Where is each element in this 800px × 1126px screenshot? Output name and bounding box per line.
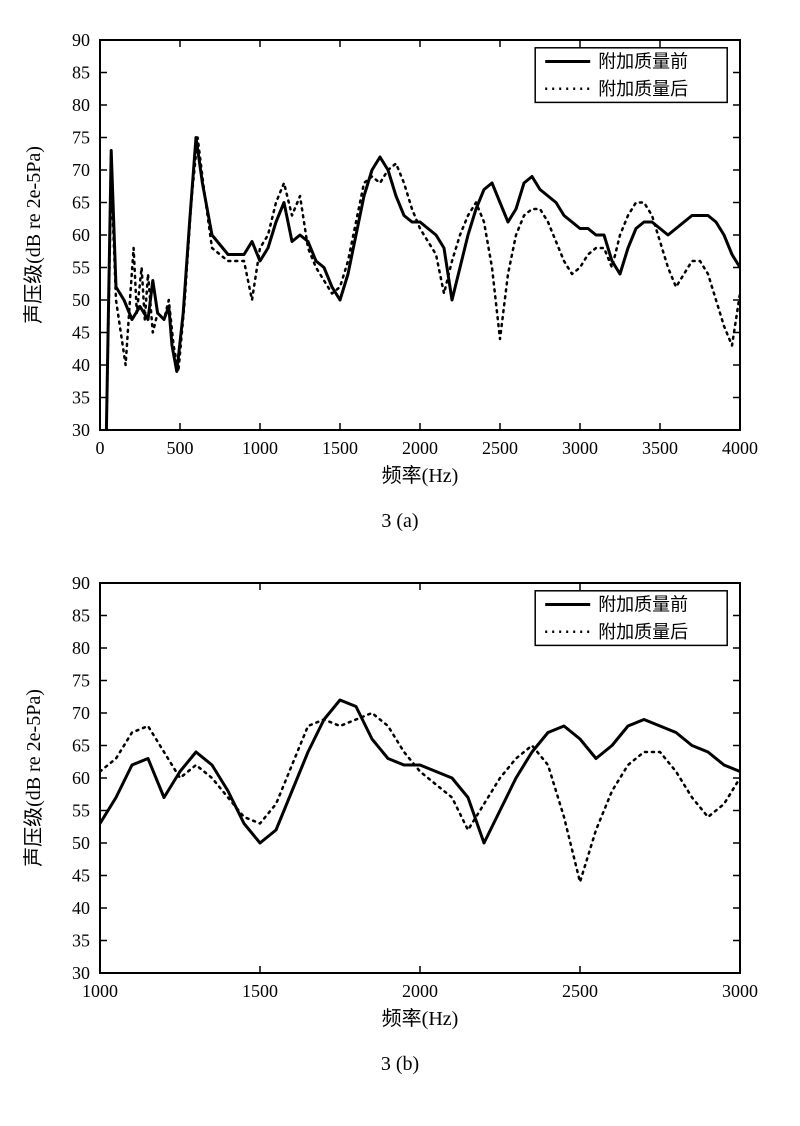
svg-text:85: 85 [72,606,90,626]
svg-text:4000: 4000 [722,438,758,458]
svg-text:70: 70 [72,703,90,723]
svg-text:45: 45 [72,323,90,343]
svg-text:65: 65 [72,736,90,756]
svg-text:附加质量前: 附加质量前 [598,594,688,614]
svg-text:70: 70 [72,160,90,180]
svg-text:40: 40 [72,898,90,918]
svg-text:0: 0 [96,438,105,458]
svg-text:30: 30 [72,963,90,983]
svg-text:55: 55 [72,801,90,821]
svg-text:75: 75 [72,128,90,148]
svg-text:附加质量后: 附加质量后 [598,622,688,642]
svg-text:频率(Hz): 频率(Hz) [382,464,459,487]
svg-text:3000: 3000 [722,981,758,1001]
svg-text:30: 30 [72,420,90,440]
svg-text:3000: 3000 [562,438,598,458]
svg-text:40: 40 [72,355,90,375]
chart-a-caption: 3 (a) [10,510,790,533]
svg-text:80: 80 [72,95,90,115]
svg-text:60: 60 [72,768,90,788]
svg-text:频率(Hz): 频率(Hz) [382,1007,459,1030]
svg-text:45: 45 [72,866,90,886]
svg-text:35: 35 [72,931,90,951]
svg-text:1500: 1500 [322,438,358,458]
svg-text:90: 90 [72,30,90,50]
svg-text:80: 80 [72,638,90,658]
svg-text:2000: 2000 [402,438,438,458]
svg-text:附加质量后: 附加质量后 [598,79,688,99]
svg-text:50: 50 [72,833,90,853]
svg-text:55: 55 [72,258,90,278]
svg-text:1000: 1000 [242,438,278,458]
svg-text:声压级(dB re 2e-5Pa): 声压级(dB re 2e-5Pa) [22,689,45,867]
svg-text:35: 35 [72,388,90,408]
chart-a: 0 500 1000 1500 2000 2500 3000 3500 4000 30 35 40 45… [10,20,770,500]
svg-text:75: 75 [72,671,90,691]
svg-text:1500: 1500 [242,981,278,1001]
chart-a-container: 0 500 1000 1500 2000 2500 3000 3500 4000 30 35 40 45… [10,20,790,500]
svg-text:500: 500 [167,438,194,458]
svg-text:声压级(dB re 2e-5Pa): 声压级(dB re 2e-5Pa) [22,146,45,324]
svg-text:2500: 2500 [562,981,598,1001]
svg-text:3500: 3500 [642,438,678,458]
svg-text:60: 60 [72,225,90,245]
svg-text:1000: 1000 [82,981,118,1001]
svg-text:90: 90 [72,573,90,593]
chart-b: 1000 1500 2000 2500 3000 30 35 40 45 50 55 60 65 70 75… [10,563,770,1043]
chart-b-container: 1000 1500 2000 2500 3000 30 35 40 45 50 55 60 65 70 75… [10,563,790,1043]
chart-b-caption: 3 (b) [10,1053,790,1076]
svg-text:2000: 2000 [402,981,438,1001]
svg-text:附加质量前: 附加质量前 [598,51,688,71]
svg-text:50: 50 [72,290,90,310]
svg-text:2500: 2500 [482,438,518,458]
svg-text:85: 85 [72,63,90,83]
svg-text:65: 65 [72,193,90,213]
